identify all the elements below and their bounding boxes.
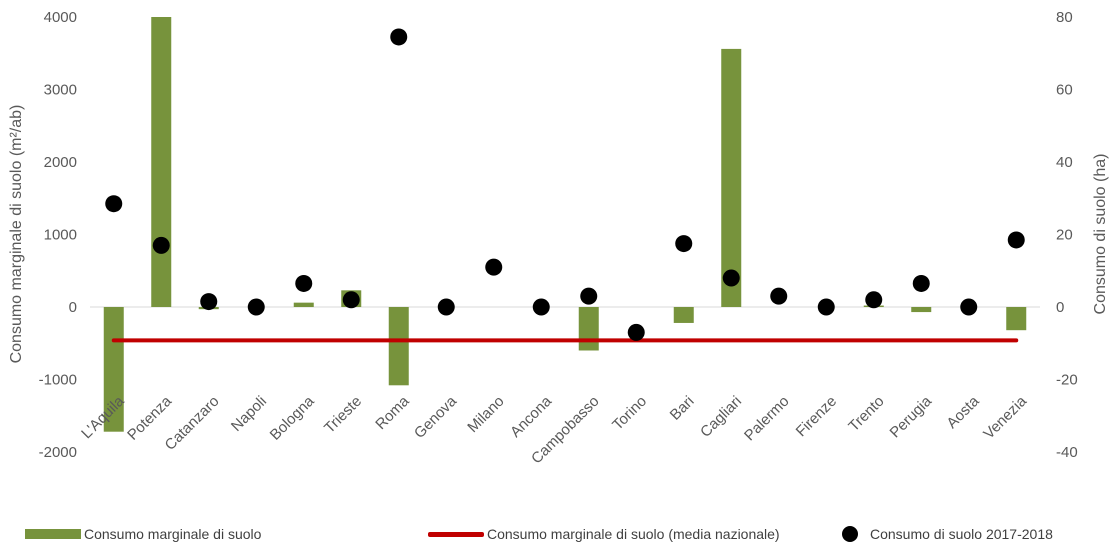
chart: 4000 3000 2000 1000 0 -1000 -2000 80 60 40 20 0 -20… <box>8 9 1109 467</box>
dot-point <box>865 291 883 309</box>
category-label: Trieste <box>321 393 365 437</box>
category-label: Cagliari <box>697 393 745 441</box>
category-label: Trento <box>845 393 887 435</box>
right-axis-title: Consumo di suolo (ha) <box>1092 154 1109 315</box>
right-tick-label: 0 <box>1056 299 1064 316</box>
legend-item-bar: Consumo marginale di suolo <box>25 522 261 546</box>
dot-point <box>295 274 313 292</box>
dot-point <box>912 274 930 292</box>
dot-series <box>105 28 1025 341</box>
right-tick-label: -20 <box>1056 372 1078 389</box>
bar <box>151 17 172 307</box>
legend-bar-swatch <box>25 529 81 539</box>
dot-point <box>817 298 835 316</box>
bar-series <box>103 17 1027 432</box>
bar <box>578 307 599 351</box>
left-tick-label: 1000 <box>44 227 77 244</box>
category-label: Perugia <box>886 392 935 441</box>
right-tick-label: 80 <box>1056 9 1073 26</box>
legend: Consumo marginale di suolo Consumo margi… <box>0 522 1118 552</box>
dot-point <box>532 298 550 316</box>
right-tick-label: 20 <box>1056 227 1073 244</box>
left-tick-label: 2000 <box>44 154 77 171</box>
bar <box>911 307 932 313</box>
category-label: Genova <box>411 392 461 442</box>
dot-point <box>1007 231 1025 249</box>
dot-point <box>247 298 265 316</box>
category-label: Ancona <box>507 392 555 440</box>
dot-point <box>390 28 408 46</box>
right-tick-label: -40 <box>1056 444 1078 461</box>
legend-item-line: Consumo marginale di suolo (media nazion… <box>428 522 780 546</box>
category-label: Venezia <box>980 392 1030 442</box>
dot-point <box>770 287 788 305</box>
dot-point <box>485 258 503 276</box>
left-axis-title: Consumo marginale di suolo (m²/ab) <box>8 105 25 364</box>
left-tick-label: 0 <box>69 299 77 316</box>
right-axis-ticks: 80 60 40 20 0 -20 -40 <box>1056 9 1078 461</box>
category-label: Roma <box>372 392 413 433</box>
category-label: Torino <box>609 393 650 434</box>
left-tick-label: 4000 <box>44 9 77 26</box>
category-label: Palermo <box>741 393 793 445</box>
category-label: Milano <box>464 393 507 436</box>
dot-point <box>675 235 693 253</box>
left-tick-label: -2000 <box>39 444 77 461</box>
bar <box>673 307 694 323</box>
dot-point <box>960 298 978 316</box>
dot-point <box>627 323 645 341</box>
bar <box>293 302 314 307</box>
category-label: Firenze <box>793 393 840 440</box>
dot-point <box>580 287 598 305</box>
legend-line-swatch <box>428 531 484 537</box>
left-tick-label: 3000 <box>44 82 77 99</box>
legend-line-label: Consumo marginale di suolo (media nazion… <box>487 526 780 542</box>
category-label: Aosta <box>943 392 983 432</box>
dot-point <box>200 293 218 311</box>
category-label: Bari <box>667 393 698 424</box>
bar <box>1006 307 1027 331</box>
dot-point <box>105 195 123 213</box>
legend-item-dot: Consumo di suolo 2017-2018 <box>830 522 1053 546</box>
category-label: Bologna <box>267 392 318 443</box>
category-label: Napoli <box>228 393 270 435</box>
legend-bar-label: Consumo marginale di suolo <box>84 526 262 542</box>
legend-dot-swatch <box>842 526 858 542</box>
left-axis-ticks: 4000 3000 2000 1000 0 -1000 -2000 <box>39 9 77 461</box>
dot-point <box>342 291 360 309</box>
left-tick-label: -1000 <box>39 372 77 389</box>
right-tick-label: 60 <box>1056 82 1073 99</box>
dot-point <box>152 236 170 254</box>
right-tick-label: 40 <box>1056 154 1073 171</box>
dot-point <box>437 298 455 316</box>
legend-dot-label: Consumo di suolo 2017-2018 <box>870 526 1053 542</box>
bar <box>388 307 409 386</box>
bar <box>721 48 742 308</box>
bar <box>103 307 124 432</box>
dot-point <box>722 269 740 287</box>
